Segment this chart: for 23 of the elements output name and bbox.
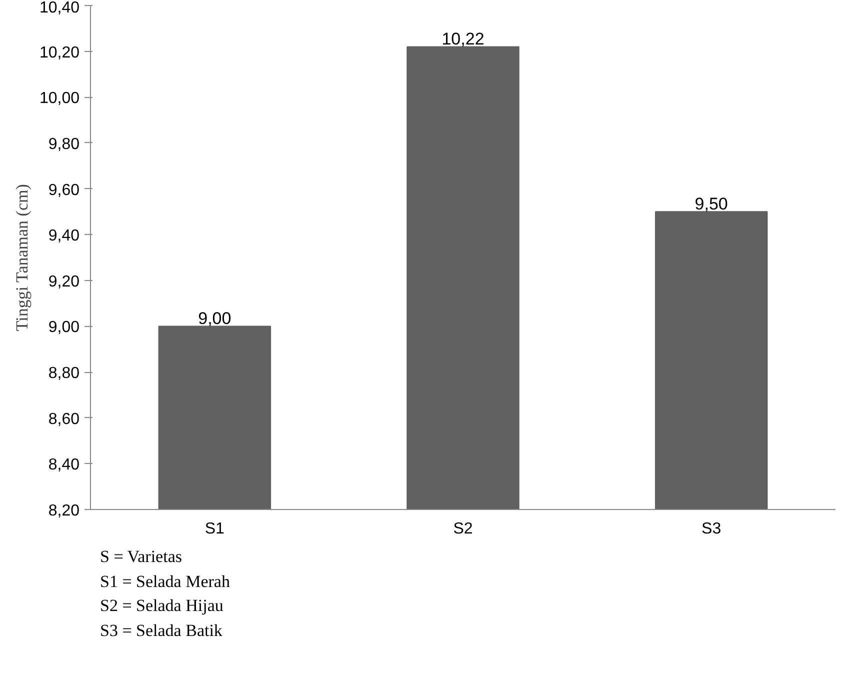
y-tick-label: 9,20 bbox=[48, 273, 80, 290]
y-tick-label: 8,60 bbox=[48, 410, 80, 428]
data-label: 9,00 bbox=[198, 309, 232, 328]
text: S1 = Selada Merah bbox=[100, 572, 230, 591]
text: S2 = Selada Hijau bbox=[100, 596, 224, 616]
y-tick-label: 9,60 bbox=[48, 182, 80, 199]
y-tick-label: 9,40 bbox=[48, 228, 80, 245]
y-axis-title: Tinggi Tanaman (cm) bbox=[12, 184, 32, 332]
y-tick-label: 9,00 bbox=[48, 319, 80, 336]
x-tick-label: S2 bbox=[453, 520, 473, 538]
y-tick-label: 8,20 bbox=[48, 502, 80, 520]
y-tick-label: 8,80 bbox=[48, 365, 80, 382]
x-tick-label: S1 bbox=[204, 520, 225, 538]
y-tick-label: 9,80 bbox=[48, 136, 80, 153]
text: S3 = Selada Batik bbox=[100, 620, 222, 640]
x-tick-label: S3 bbox=[702, 520, 722, 538]
y-tick-label: 10,00 bbox=[39, 90, 80, 108]
y-tick-label: 10,20 bbox=[39, 44, 80, 62]
y-tick-label: 10,40 bbox=[39, 0, 80, 16]
y-tick-label: 8,40 bbox=[48, 456, 80, 474]
data-label: 9,50 bbox=[694, 194, 728, 214]
data-label: 10,22 bbox=[442, 30, 484, 49]
text: S = Varietas bbox=[100, 547, 182, 566]
